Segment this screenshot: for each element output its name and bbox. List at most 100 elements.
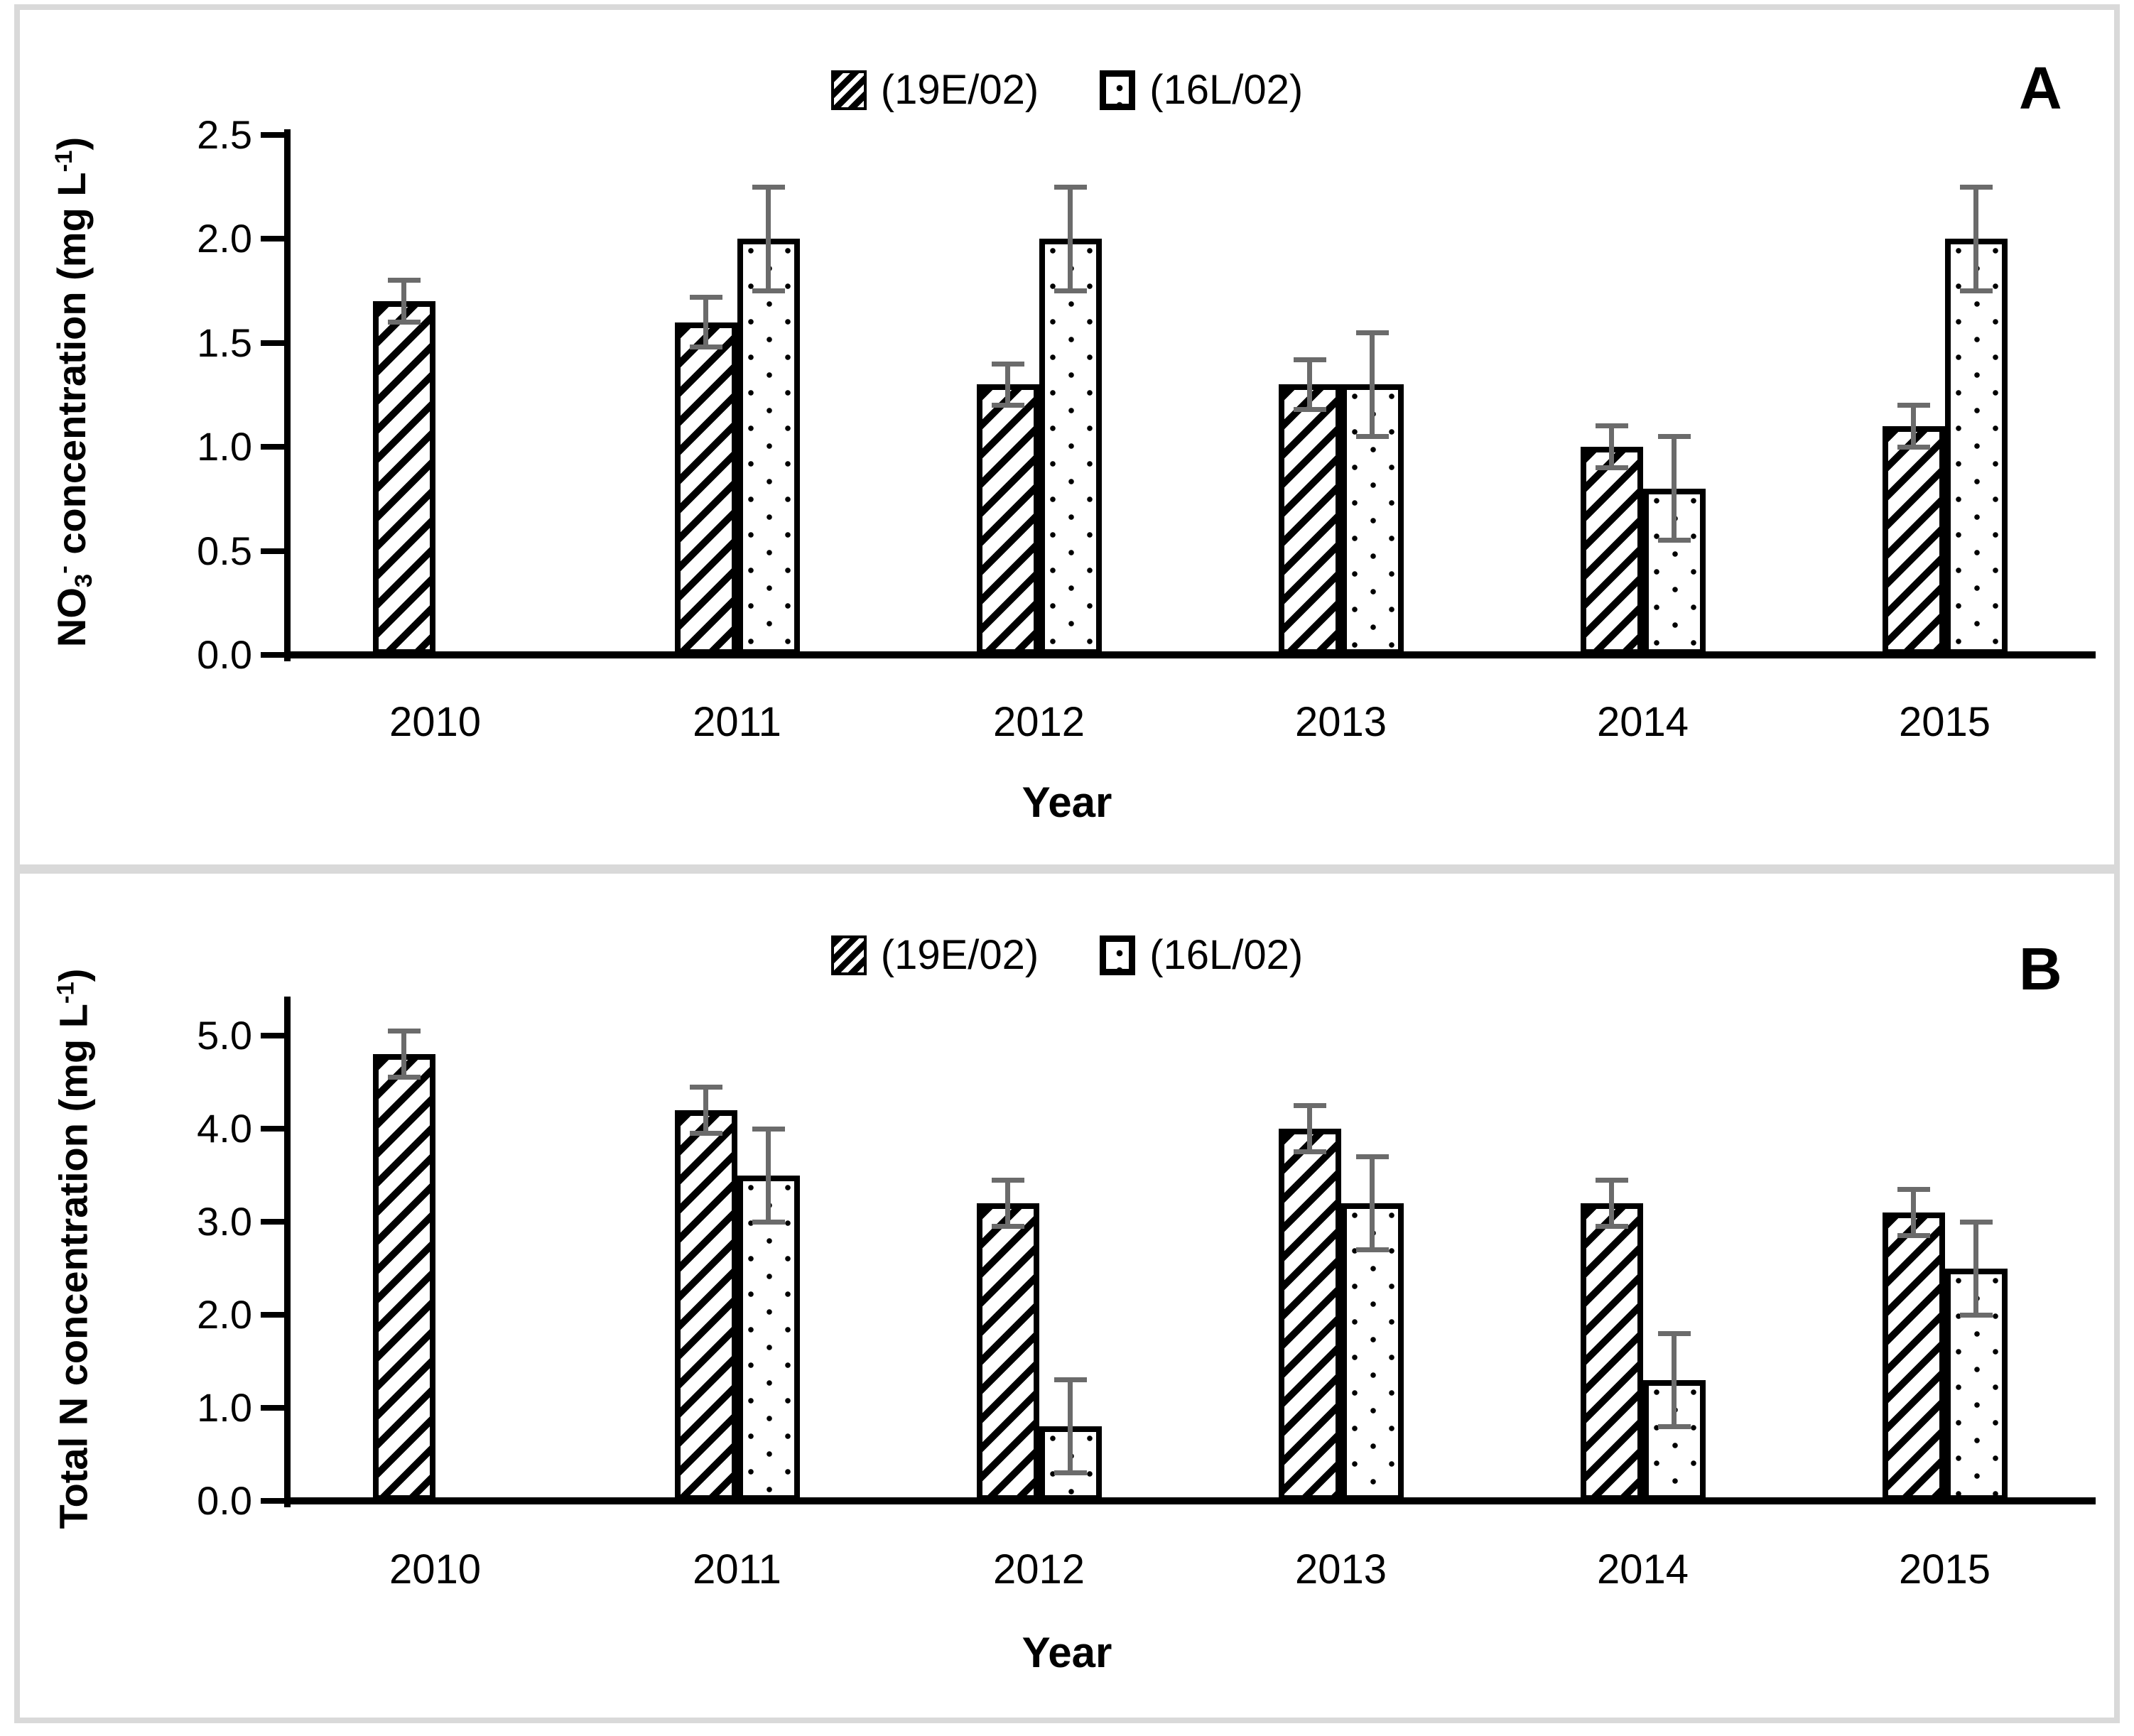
error-bar-cap-top xyxy=(1595,423,1628,429)
bar-2011-dotted xyxy=(737,239,800,655)
x-tick-label-2014: 2014 xyxy=(1596,699,1689,745)
error-bar-cap-bottom xyxy=(1897,444,1930,450)
error-bar-cap-top xyxy=(1293,357,1326,362)
y-axis-title: Total N concentration (mg L-1) xyxy=(50,969,97,1529)
error-bar-line xyxy=(1307,1105,1312,1152)
y-tick-label: 0.0 xyxy=(197,1478,252,1523)
bar-2011-dotted xyxy=(737,1175,800,1501)
error-bar-line xyxy=(1672,436,1677,541)
error-bar-cap-top xyxy=(1897,403,1930,408)
bar-2013-hatched xyxy=(1278,1129,1341,1501)
y-tick-label: 2.0 xyxy=(197,1292,252,1337)
error-bar-line xyxy=(1005,1180,1010,1227)
error-bar-cap-bottom xyxy=(1657,538,1691,543)
error-bar-line xyxy=(703,1087,708,1134)
bar-2011-hatched xyxy=(674,322,737,655)
error-bar-cap-top xyxy=(1959,1219,1993,1225)
error-bar-cap-top xyxy=(1595,1177,1628,1183)
y-tick-label: 3.0 xyxy=(197,1199,252,1244)
error-bar-cap-bottom xyxy=(1657,1423,1691,1429)
bar-2015-dotted xyxy=(1944,239,2008,655)
y-tick-mark xyxy=(261,1498,285,1504)
error-bar-line xyxy=(1609,425,1614,468)
error-bar-cap-bottom xyxy=(1959,288,1993,294)
legend-item-16L02: (16L/02) xyxy=(1100,70,1303,111)
error-bar-cap-top xyxy=(1355,1154,1389,1159)
error-bar-cap-top xyxy=(1054,1377,1087,1383)
x-tick-label-2011: 2011 xyxy=(693,1546,781,1593)
y-tick-label: 1.0 xyxy=(197,1385,252,1430)
dotted-swatch-icon xyxy=(1100,935,1136,975)
y-tick-label: 5.0 xyxy=(197,1013,252,1058)
bar-2011-hatched xyxy=(674,1110,737,1501)
y-tick-mark xyxy=(261,1312,285,1318)
x-tick-label-2010: 2010 xyxy=(389,699,482,745)
error-bar-cap-top xyxy=(1657,434,1691,440)
error-bar-cap-bottom xyxy=(752,288,785,294)
error-bar-cap-top xyxy=(1657,1330,1691,1336)
error-bar-line xyxy=(1370,332,1375,437)
bar-2010-hatched xyxy=(372,1054,435,1501)
y-axis-title-segment: ) xyxy=(49,136,94,151)
error-bar-line xyxy=(1609,1180,1614,1227)
error-bar-cap-top xyxy=(1897,1186,1930,1192)
x-tick-label-2015: 2015 xyxy=(1898,1546,1991,1593)
y-axis-title-segment: 3 xyxy=(70,573,97,588)
error-bar-cap-bottom xyxy=(1293,406,1326,412)
error-bar-cap-bottom xyxy=(1054,288,1087,294)
error-bar-line xyxy=(766,187,771,291)
error-bar-line xyxy=(1911,405,1916,447)
error-bar-cap-bottom xyxy=(689,345,722,350)
y-axis-title-segment: NO xyxy=(49,587,94,648)
x-tick-label-2010: 2010 xyxy=(389,1546,482,1593)
legend-label: (19E/02) xyxy=(880,932,1039,978)
error-bar-cap-bottom xyxy=(1054,1470,1087,1476)
error-bar-cap-bottom xyxy=(387,320,421,325)
bar-2014-hatched xyxy=(1580,1203,1643,1501)
y-axis-title-segment: -1 xyxy=(50,150,78,173)
x-tick-label-2013: 2013 xyxy=(1294,699,1387,745)
x-tick-label-2014: 2014 xyxy=(1596,1546,1689,1593)
x-axis-title: Year xyxy=(1022,1629,1112,1676)
panel-letter: B xyxy=(2019,935,2062,1002)
panel-divider xyxy=(14,864,2120,874)
bar-2013-dotted xyxy=(1340,1203,1404,1501)
bar-2010-hatched xyxy=(372,301,435,655)
error-bar-cap-bottom xyxy=(1293,1149,1326,1155)
error-bar-line xyxy=(1672,1333,1677,1427)
x-axis-title: Year xyxy=(1022,779,1112,826)
bar-2013-hatched xyxy=(1278,384,1341,655)
error-bar-line xyxy=(1370,1156,1375,1250)
y-tick-mark xyxy=(261,132,285,138)
bar-2015-hatched xyxy=(1882,1212,1945,1501)
error-bar-cap-bottom xyxy=(1959,1312,1993,1318)
bar-2012-hatched xyxy=(976,1203,1039,1501)
y-tick-mark xyxy=(261,1219,285,1225)
error-bar-line xyxy=(1911,1189,1916,1236)
legend-label: (16L/02) xyxy=(1149,932,1304,978)
x-tick-label-2013: 2013 xyxy=(1294,1546,1387,1593)
y-tick-mark xyxy=(261,548,285,554)
error-bar-cap-bottom xyxy=(1355,434,1389,440)
y-tick-label: 0.5 xyxy=(197,528,252,573)
y-axis-title: NO3- concentration (mg L-1) xyxy=(48,137,98,647)
error-bar-cap-top xyxy=(689,1084,722,1090)
y-axis-title-segment: -1 xyxy=(52,982,80,1004)
x-axis-line xyxy=(284,1497,2096,1504)
error-bar-cap-top xyxy=(1355,330,1389,335)
y-tick-label: 4.0 xyxy=(197,1106,252,1151)
y-tick-mark xyxy=(261,1405,285,1411)
legend-item-16L02: (16L/02) xyxy=(1100,935,1303,976)
y-axis-title-segment: Total N concentration (mg L xyxy=(50,1004,96,1529)
error-bar-cap-top xyxy=(752,184,785,190)
legend-item-19E02: (19E/02) xyxy=(830,932,1039,978)
error-bar-cap-top xyxy=(387,1028,421,1034)
x-tick-label-2012: 2012 xyxy=(992,699,1085,745)
y-tick-mark xyxy=(261,236,285,242)
error-bar-line xyxy=(401,1031,406,1078)
error-bar-line xyxy=(703,297,708,347)
y-tick-mark xyxy=(261,340,285,346)
error-bar-cap-bottom xyxy=(1595,1224,1628,1230)
x-tick-label-2012: 2012 xyxy=(992,1546,1085,1593)
legend: (19E/02) (16L/02) xyxy=(0,935,2134,976)
